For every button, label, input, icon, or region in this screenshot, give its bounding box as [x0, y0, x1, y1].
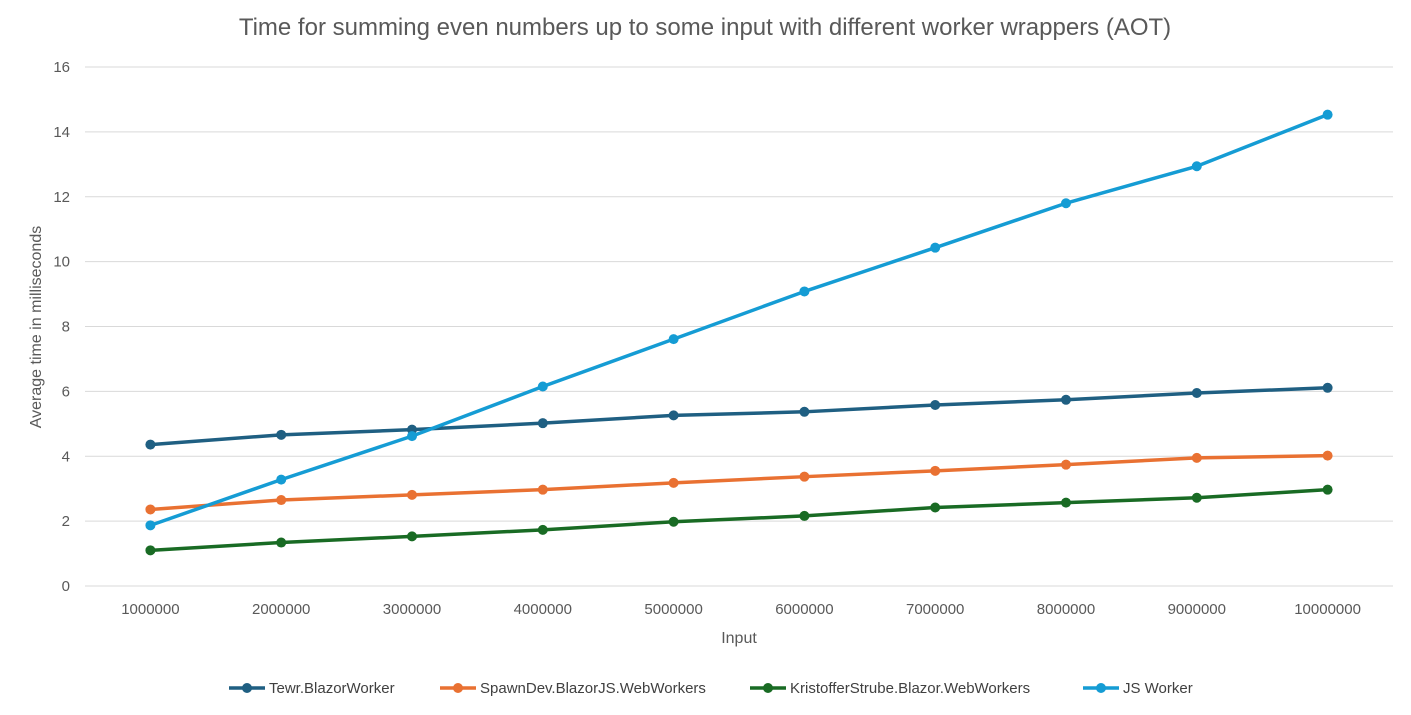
series-line	[148, 112, 1330, 528]
data-point	[1191, 452, 1202, 463]
y-axis-ticks: 0 2 4 6 8 10 12 14 16	[53, 59, 70, 595]
data-point	[1322, 109, 1333, 120]
x-tick-label: 1000000	[121, 601, 179, 618]
series-spawndev-blazorjs-webworkers	[145, 450, 1333, 515]
data-point	[145, 504, 156, 515]
series-line	[148, 453, 1330, 512]
x-tick-label: 4000000	[514, 601, 572, 618]
chart-title: Time for summing even numbers up to some…	[239, 14, 1171, 41]
series-js-worker	[145, 109, 1333, 531]
y-tick-label: 10	[53, 254, 70, 271]
data-point	[145, 545, 156, 556]
x-axis-ticks: 1000000 2000000 3000000 4000000 5000000 60000…	[121, 601, 1361, 618]
legend-item[interactable]: SpawnDev.BlazorJS.WebWorkers	[440, 680, 706, 697]
data-point	[668, 410, 679, 421]
data-point	[930, 502, 941, 513]
data-point	[276, 429, 287, 440]
legend-label: SpawnDev.BlazorJS.WebWorkers	[480, 680, 706, 697]
legend-swatch-marker	[763, 683, 773, 693]
y-axis-label: Average time in milliseconds	[28, 226, 45, 428]
x-tick-label: 2000000	[252, 601, 310, 618]
data-point	[407, 531, 417, 542]
data-point	[799, 510, 810, 521]
x-tick-label: 6000000	[775, 601, 833, 618]
legend-item[interactable]: KristofferStrube.Blazor.WebWorkers	[750, 680, 1030, 697]
x-tick-label: 5000000	[644, 601, 702, 618]
data-point	[537, 381, 548, 392]
legend-label: KristofferStrube.Blazor.WebWorkers	[790, 680, 1030, 697]
y-tick-label: 4	[62, 448, 70, 465]
data-point	[1061, 198, 1071, 209]
y-tick-label: 16	[53, 59, 70, 76]
legend-swatch-marker	[453, 683, 463, 693]
data-point	[930, 465, 941, 476]
data-point	[799, 406, 810, 417]
data-point	[537, 524, 548, 535]
x-tick-label: 3000000	[383, 601, 441, 618]
data-point	[799, 471, 810, 482]
series-kristofferstrube-blazor-webworkers	[145, 484, 1333, 556]
data-point	[537, 418, 548, 429]
data-point	[1061, 459, 1071, 470]
data-point	[537, 484, 548, 495]
data-point	[668, 516, 679, 527]
legend-swatch-marker	[1096, 683, 1106, 693]
gridlines	[85, 66, 1393, 587]
y-tick-label: 2	[62, 513, 70, 530]
data-point	[930, 242, 941, 253]
y-tick-label: 8	[62, 319, 70, 336]
series-line	[148, 487, 1330, 553]
legend-swatch-marker	[242, 683, 252, 693]
data-point	[276, 474, 287, 485]
legend-item[interactable]: JS Worker	[1083, 680, 1193, 697]
data-point	[1191, 387, 1202, 398]
y-tick-label: 12	[53, 189, 70, 206]
x-axis-label: Input	[721, 630, 757, 647]
x-tick-label: 10000000	[1294, 601, 1361, 618]
data-point	[1322, 382, 1333, 393]
series-lines	[145, 109, 1333, 556]
data-point	[1322, 450, 1333, 461]
legend-label: JS Worker	[1123, 680, 1193, 697]
x-tick-label: 8000000	[1037, 601, 1095, 618]
y-tick-label: 14	[53, 124, 70, 141]
data-point	[145, 520, 156, 531]
data-point	[930, 399, 941, 410]
series-tewr-blazorworker	[145, 382, 1333, 450]
legend-label: Tewr.BlazorWorker	[269, 680, 395, 697]
data-point	[1191, 161, 1202, 172]
data-point	[145, 439, 156, 450]
data-point	[1061, 394, 1071, 405]
data-point	[668, 334, 679, 345]
data-point	[668, 477, 679, 488]
y-tick-label: 0	[62, 578, 70, 595]
x-tick-label: 9000000	[1168, 601, 1226, 618]
data-point	[276, 495, 287, 506]
x-tick-label: 7000000	[906, 601, 964, 618]
y-tick-label: 6	[62, 383, 70, 400]
legend[interactable]: Tewr.BlazorWorker SpawnDev.BlazorJS.WebWo…	[229, 680, 1193, 697]
data-point	[799, 286, 810, 297]
series-line	[148, 386, 1330, 447]
data-point	[1322, 484, 1333, 495]
data-point	[276, 537, 287, 548]
legend-item[interactable]: Tewr.BlazorWorker	[229, 680, 395, 697]
data-point	[1061, 497, 1071, 508]
data-point	[407, 431, 417, 442]
data-point	[407, 489, 417, 500]
data-point	[1191, 492, 1202, 503]
